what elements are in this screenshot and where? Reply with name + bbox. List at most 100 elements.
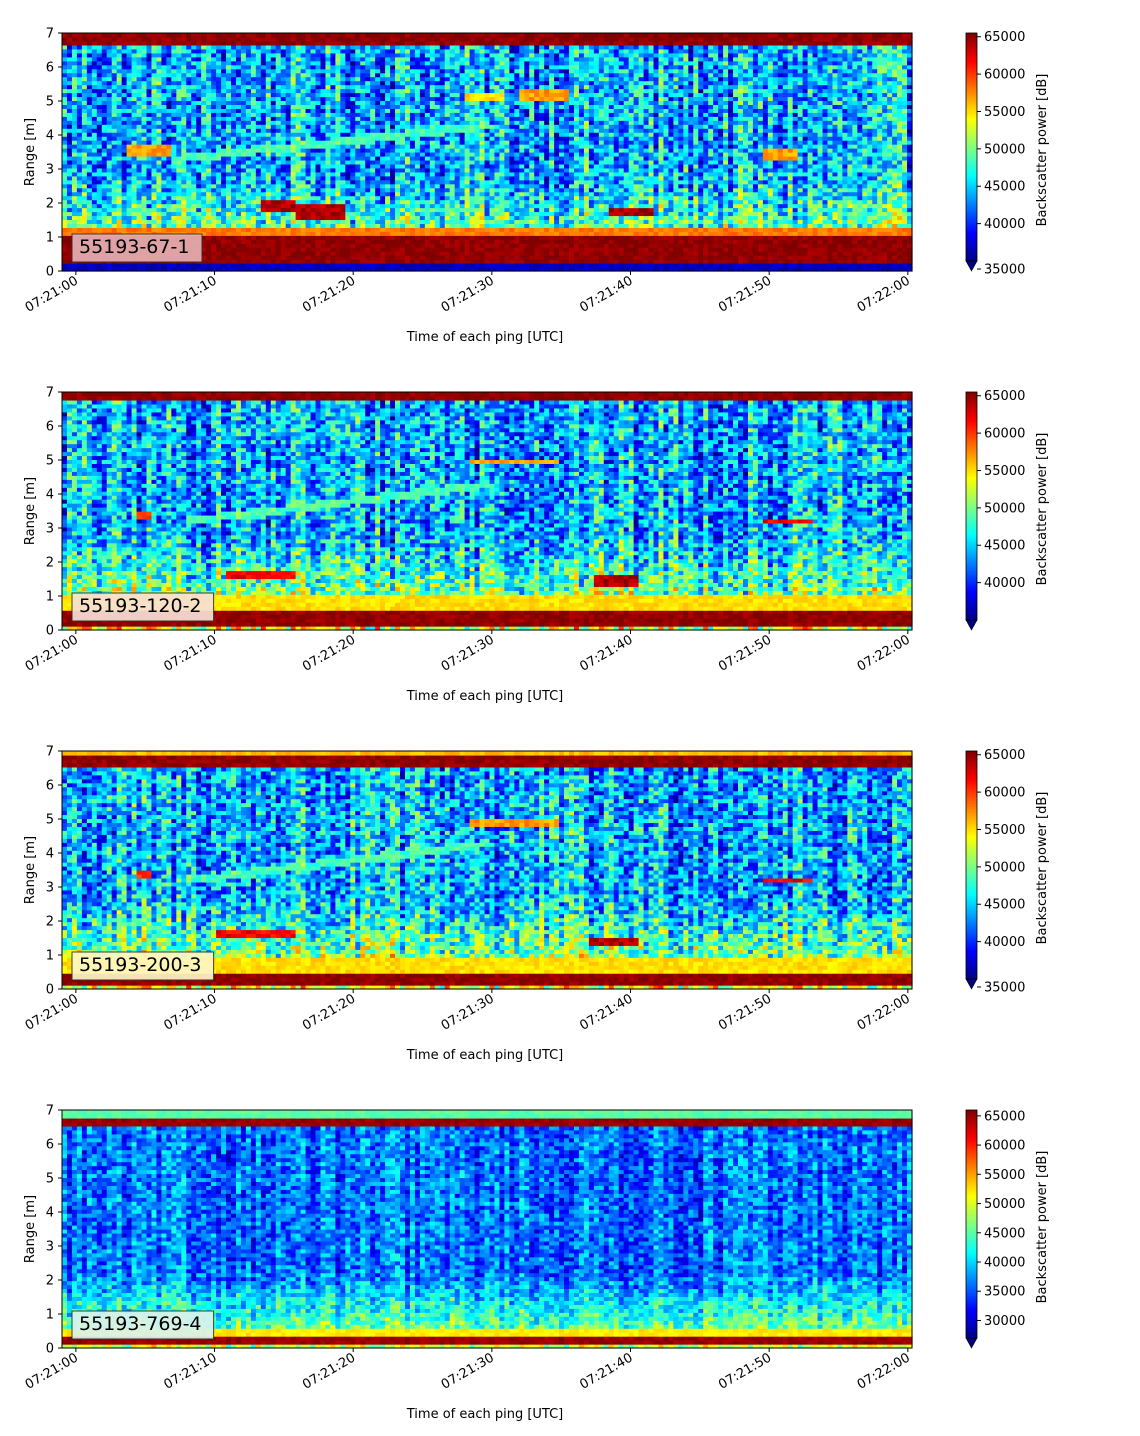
heatmap-cell [101, 148, 108, 153]
heatmap-cell [429, 112, 436, 117]
heatmap-cell [370, 203, 376, 209]
heatmap-cell [151, 163, 158, 169]
heatmap-cell [121, 88, 128, 94]
heatmap-cell [340, 207, 346, 213]
heatmap-cell [260, 251, 267, 256]
heatmap-cell [116, 167, 123, 173]
heatmap-cell [454, 163, 461, 169]
heatmap-cell [196, 36, 202, 42]
heatmap-cell [116, 132, 123, 137]
heatmap-cell [151, 183, 158, 189]
heatmap-cell [275, 92, 282, 98]
heatmap-cell [176, 84, 182, 90]
heatmap-cell [290, 187, 297, 193]
heatmap-cell [380, 120, 386, 125]
heatmap-cell [86, 263, 93, 268]
heatmap-cell [111, 207, 118, 213]
heatmap-cell [201, 124, 207, 129]
heatmap-cell [444, 88, 451, 94]
heatmap-cell [106, 191, 113, 197]
heatmap-cell [345, 195, 351, 201]
heatmap-cell [360, 187, 366, 193]
heatmap-cell [290, 191, 297, 197]
heatmap-cell [116, 207, 123, 213]
heatmap-cell [201, 144, 207, 149]
heatmap-cell [370, 211, 376, 217]
heatmap-cell [345, 44, 351, 50]
heatmap-cell [176, 148, 182, 153]
heatmap-cell [305, 124, 312, 129]
heatmap-cell [62, 195, 68, 201]
heatmap-cell [300, 235, 307, 240]
heatmap-cell [444, 36, 451, 42]
heatmap-cell [121, 267, 128, 272]
heatmap-cell [375, 251, 381, 256]
heatmap-cell [101, 203, 108, 209]
heatmap-cell [355, 231, 361, 236]
heatmap-cell [151, 104, 158, 109]
heatmap-cell [66, 116, 73, 121]
heatmap-cell [255, 215, 262, 221]
heatmap-cell [151, 132, 158, 137]
heatmap-cell [335, 124, 341, 129]
heatmap-cell [385, 68, 391, 74]
heatmap-cell [409, 152, 416, 157]
heatmap-cell [71, 191, 78, 197]
heatmap-cell [151, 187, 158, 193]
heatmap-cell [245, 68, 252, 74]
heatmap-cell [449, 92, 456, 98]
heatmap-cell [250, 144, 257, 149]
heatmap-cell [86, 120, 93, 125]
heatmap-cell [315, 175, 322, 181]
heatmap-cell [66, 80, 73, 86]
heatmap-cell [62, 124, 68, 129]
heatmap-cell [86, 88, 93, 94]
heatmap-cell [395, 44, 401, 50]
heatmap-cell [390, 124, 396, 129]
heatmap-cell [91, 52, 98, 58]
heatmap-cell [449, 84, 456, 90]
heatmap-cell [191, 84, 197, 90]
heatmap-cell [265, 148, 272, 153]
heatmap-cell [161, 171, 167, 177]
heatmap-cell [156, 159, 163, 165]
heatmap-cell [375, 167, 381, 173]
heatmap-cell [370, 167, 376, 173]
heatmap-cell [255, 116, 262, 121]
heatmap-cell [325, 136, 332, 141]
heatmap-cell [176, 76, 182, 82]
heatmap-cell [240, 155, 247, 161]
heatmap-cell [280, 68, 287, 74]
heatmap-cell [161, 159, 167, 165]
heatmap-cell [121, 52, 128, 58]
heatmap-cell [136, 108, 143, 113]
heatmap-cell [201, 108, 207, 113]
heatmap-cell [464, 239, 471, 244]
heatmap-cell [414, 223, 421, 228]
heatmap-cell [245, 203, 252, 209]
heatmap-cell [400, 259, 406, 264]
heatmap-cell [196, 140, 202, 145]
heatmap-cell [439, 159, 446, 165]
heatmap-cell [226, 199, 232, 205]
heatmap-cell [166, 159, 172, 165]
heatmap-cell [235, 179, 242, 185]
heatmap-cell [345, 239, 351, 244]
heatmap-cell [429, 44, 436, 50]
heatmap-cell [260, 48, 267, 54]
heatmap-cell [434, 247, 441, 252]
heatmap-cell [260, 243, 267, 248]
heatmap-cell [305, 243, 312, 248]
heatmap-cell [136, 199, 143, 205]
heatmap-cell [419, 148, 426, 153]
heatmap-cell [360, 219, 366, 224]
heatmap-cell [439, 223, 446, 228]
heatmap-cell [191, 183, 197, 189]
heatmap-cell [166, 152, 172, 157]
heatmap-cell [345, 120, 351, 125]
heatmap-cell [131, 167, 138, 173]
heatmap-cell [81, 108, 88, 113]
heatmap-cell [454, 195, 461, 201]
heatmap-cell [226, 40, 232, 46]
heatmap-cell [464, 203, 471, 209]
